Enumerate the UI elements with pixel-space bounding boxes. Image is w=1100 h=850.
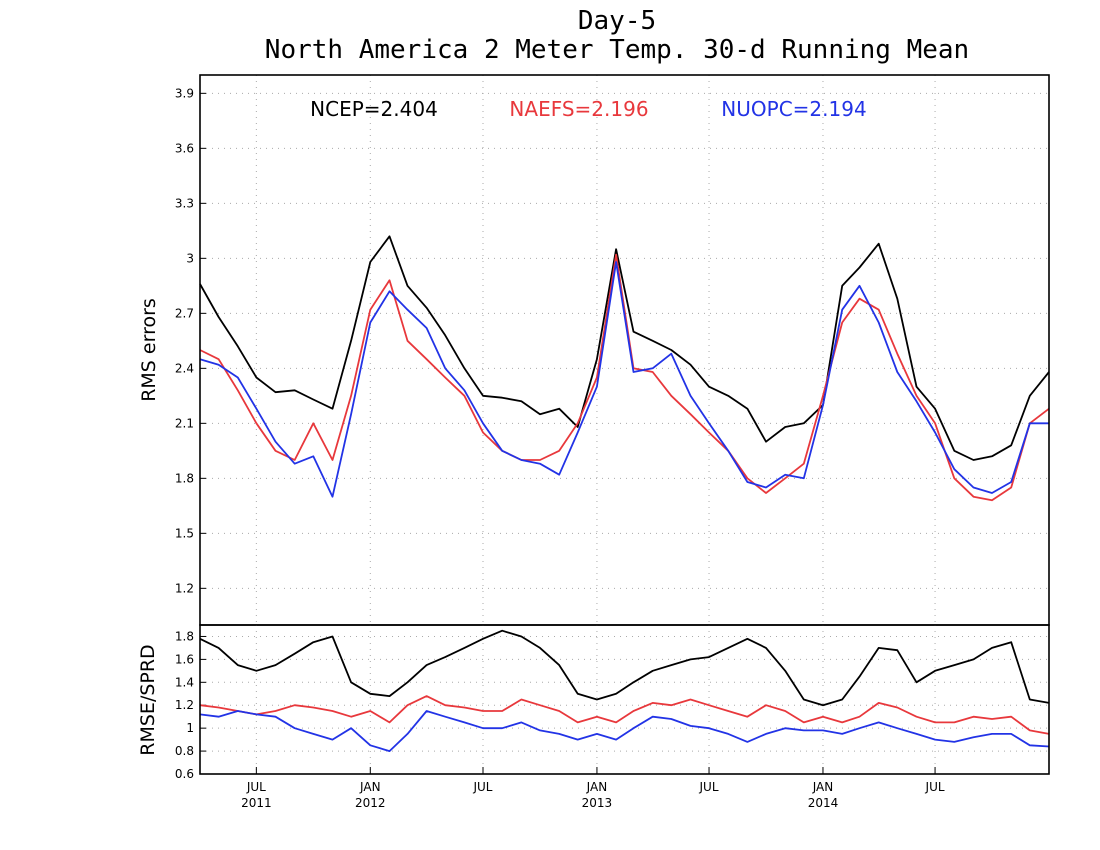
top-y-axis-label: RMS errors xyxy=(138,298,160,402)
bottom-y-tick-label: 0.8 xyxy=(175,744,194,758)
x-tick-month: JUL xyxy=(925,780,945,794)
top-plot-frame xyxy=(199,74,1050,626)
top-y-tick-label: 2.7 xyxy=(175,306,194,320)
x-tick-month: JUL xyxy=(246,780,266,794)
x-tick-year: 2012 xyxy=(355,796,386,810)
x-tick-year: 2011 xyxy=(241,796,272,810)
top-gridlines xyxy=(200,75,1049,625)
bottom-series-line-nuopc xyxy=(199,710,1050,752)
top-y-tick-label: 3 xyxy=(186,251,194,265)
bottom-y-tick-label: 0.6 xyxy=(175,767,194,781)
x-tick-labels: JUL 2011 JAN 2012 JUL JAN 2013 JUL JAN 2014 JUL xyxy=(241,767,945,810)
top-series-line-ncep xyxy=(199,235,1050,461)
top-y-tick-label: 3.9 xyxy=(175,86,194,100)
top-y-tick-label: 3.6 xyxy=(175,141,194,155)
bottom-y-tick-label: 1 xyxy=(186,721,194,735)
bottom-y-tick-label: 1.6 xyxy=(175,652,194,666)
top-series-line-nuopc xyxy=(199,261,1049,498)
x-tick-month: JAN xyxy=(586,780,608,794)
chart-subtitle: North America 2 Meter Temp. 30-d Running… xyxy=(265,35,969,65)
legend-nuopc-score: NUOPC=2.194 xyxy=(721,97,866,121)
bottom-y-axis-label: RMSE/SPRD xyxy=(137,644,159,755)
x-tick-month: JUL xyxy=(699,780,719,794)
bottom-y-tick-label: 1.8 xyxy=(175,629,194,643)
x-tick-year: 2014 xyxy=(808,796,839,810)
top-series-lines xyxy=(199,235,1050,502)
chart-title: Day-5 xyxy=(578,6,656,36)
top-y-tick-label: 2.1 xyxy=(175,416,194,430)
bottom-y-tick-labels: 0.6 0.8 1 1.2 1.4 1.6 1.8 xyxy=(175,629,206,781)
bottom-y-tick-label: 1.2 xyxy=(175,698,194,712)
legend-ncep-score: NCEP=2.404 xyxy=(310,97,438,121)
x-tick-year: 2013 xyxy=(582,796,613,810)
bottom-plot-frame xyxy=(199,624,1050,775)
bottom-gridlines xyxy=(200,625,1049,774)
bottom-series-lines xyxy=(199,629,1050,752)
bottom-series-line-naefs xyxy=(199,695,1050,735)
top-y-tick-label: 1.5 xyxy=(175,526,194,540)
top-y-tick-labels: 1.2 1.5 1.8 2.1 2.4 2.7 3 3.3 3.6 3.9 xyxy=(175,86,206,595)
x-tick-month: JUL xyxy=(472,780,492,794)
legend-naefs-score: NAEFS=2.196 xyxy=(509,97,648,121)
bottom-series-line-ncep xyxy=(199,629,1050,707)
top-y-tick-label: 1.8 xyxy=(175,471,194,485)
x-tick-month: JAN xyxy=(359,780,381,794)
top-y-tick-label: 3.3 xyxy=(175,196,194,210)
bottom-y-tick-label: 1.4 xyxy=(175,675,194,689)
top-y-tick-label: 2.4 xyxy=(175,361,194,375)
top-y-tick-label: 1.2 xyxy=(175,581,194,595)
x-tick-month: JAN xyxy=(812,780,834,794)
